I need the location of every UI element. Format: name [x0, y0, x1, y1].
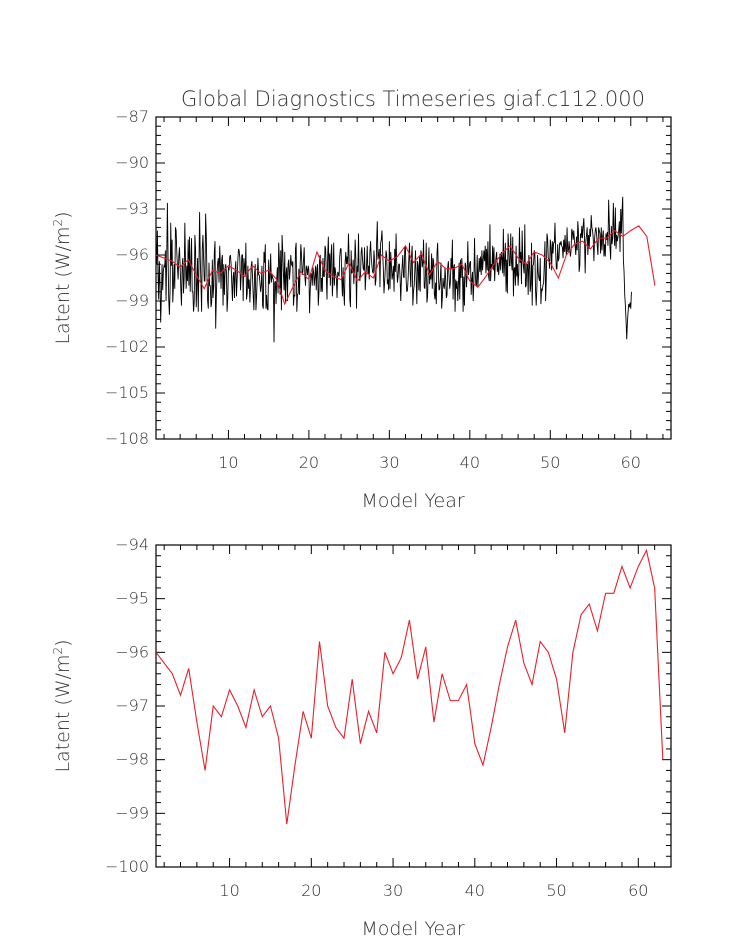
- top-y-tick-label: −108: [105, 429, 149, 448]
- chart-title: Global Diagnostics Timeseries giaf.c112.…: [181, 87, 645, 111]
- top-plot-frame: [155, 116, 672, 440]
- top-x-tick-label: 20: [299, 453, 319, 472]
- bottom-y-axis-label: Latent (W/m2): [51, 639, 74, 772]
- top-x-tick-label: 50: [540, 453, 560, 472]
- bottom-series-annual-mean: [156, 548, 664, 825]
- top-y-tick-label: −105: [105, 383, 149, 402]
- top-x-tick-label: 60: [621, 453, 641, 472]
- top-chart-panel: Global Diagnostics Timeseries giaf.c112.…: [51, 87, 672, 512]
- top-y-tick-label: −99: [115, 291, 149, 310]
- top-x-tick-label: 10: [218, 453, 238, 472]
- top-y-axis-label: Latent (W/m2): [51, 211, 74, 344]
- bottom-y-tick-label: −99: [115, 803, 149, 822]
- top-y-tick-label: −93: [115, 199, 149, 218]
- bottom-x-tick-label: 50: [546, 881, 566, 900]
- bottom-y-tick-label: −96: [115, 642, 149, 661]
- bottom-y-axis-label-main: Latent (W/m: [52, 655, 74, 773]
- bottom-x-tick-label: 20: [301, 881, 321, 900]
- bottom-x-tick-label: 40: [465, 881, 485, 900]
- bottom-x-tick-label: 10: [219, 881, 239, 900]
- top-y-axis-label-end: ): [52, 211, 74, 218]
- top-y-tick-label: −87: [115, 107, 149, 126]
- top-x-tick-label: 30: [379, 453, 399, 472]
- top-y-tick-label: −96: [115, 245, 149, 264]
- bottom-y-tick-label: −95: [115, 589, 149, 608]
- bottom-x-tick-label: 60: [628, 881, 648, 900]
- bottom-y-axis-label-sup: 2: [51, 647, 65, 655]
- bottom-x-tick-label: 30: [383, 881, 403, 900]
- top-y-tick-label: −102: [105, 337, 149, 356]
- top-y-axis-label-sup: 2: [51, 219, 65, 227]
- bottom-y-tick-label: −97: [115, 696, 149, 715]
- bottom-y-axis-label-end: ): [52, 639, 74, 646]
- top-y-tick-label: −90: [115, 153, 149, 172]
- bottom-y-tick-label: −98: [115, 750, 149, 769]
- top-x-axis-label: Model Year: [361, 490, 465, 512]
- bottom-y-tick-label: −94: [115, 535, 149, 554]
- top-x-tick-label: 40: [460, 453, 480, 472]
- bottom-plot-frame: [155, 544, 672, 868]
- top-series-annual-mean: [156, 225, 656, 306]
- top-y-axis-label-main: Latent (W/m: [52, 227, 74, 345]
- bottom-x-axis-label: Model Year: [361, 918, 465, 940]
- bottom-y-tick-label: −100: [105, 857, 149, 876]
- top-series-monthly: [156, 196, 632, 343]
- bottom-chart-panel: 10 20 30 40 50 60 −94 −95 −96 −97 −98 −99 −100 Mode…: [51, 535, 672, 940]
